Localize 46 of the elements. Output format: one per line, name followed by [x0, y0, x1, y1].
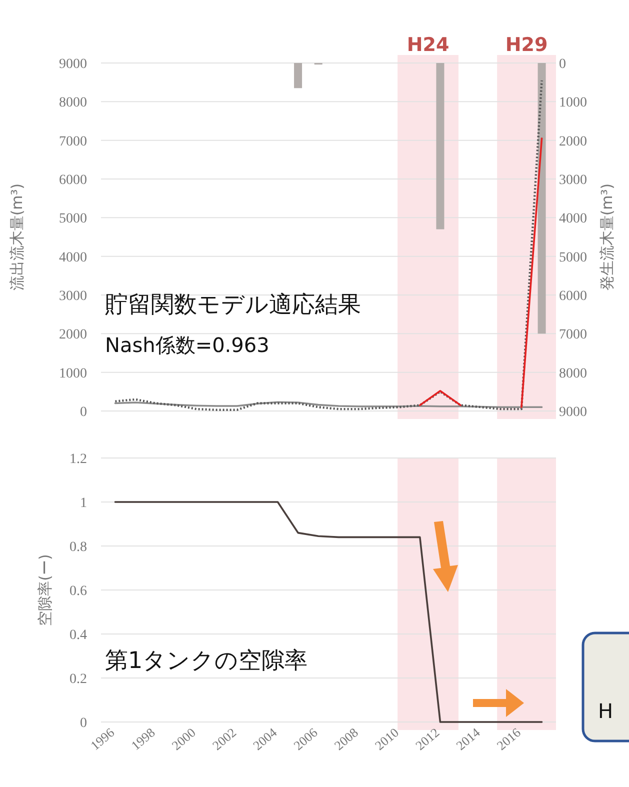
bar [294, 63, 302, 88]
y-tick-label: 7000 [59, 134, 87, 150]
y-tick-label: 0 [80, 716, 87, 731]
y-tick-label: 2000 [59, 328, 87, 343]
y-tick-label: 0.2 [70, 672, 87, 687]
y-tick-label: 4000 [59, 250, 87, 266]
y2-tick-label: 6000 [559, 289, 587, 304]
y-tick-label: 1 [80, 496, 87, 511]
y2-tick-label: 9000 [559, 405, 587, 420]
y2-tick-label: 0 [559, 57, 566, 72]
x-tick-label: 2010 [372, 724, 402, 754]
annotation: Nash係数=0.963 [105, 333, 270, 357]
y2-tick-label: 8000 [559, 366, 587, 382]
x-tick-label: 1998 [128, 724, 158, 754]
y-axis-title: 空隙率(ー) [36, 554, 54, 626]
annotation: 第1タンクの空隙率 [105, 648, 308, 674]
y-tick-label: 6000 [59, 173, 87, 188]
y2-tick-label: 2000 [559, 134, 587, 150]
x-tick-label: 2008 [331, 724, 361, 754]
y-tick-label: 1000 [59, 366, 87, 382]
y2-tick-label: 4000 [559, 212, 587, 227]
y-tick-label: 3000 [59, 289, 87, 304]
y-tick-label: 0 [80, 405, 87, 420]
y-tick-label: 1.2 [70, 452, 87, 467]
annotation: 貯留関数モデル適応結果 [105, 292, 361, 318]
y2-tick-label: 5000 [559, 250, 587, 266]
x-tick-label: 2000 [168, 724, 198, 754]
x-tick-label: 2012 [412, 724, 442, 754]
y-tick-label: 0.4 [70, 628, 87, 643]
text: H [598, 699, 614, 723]
y-tick-label: 8000 [59, 96, 87, 111]
bar [538, 63, 546, 334]
band-label: H29 [505, 34, 548, 56]
band-label: H24 [406, 34, 450, 56]
y2-axis-title: 発生流木量(m³) [598, 183, 616, 291]
y-axis-title: 流出流木量(m³) [8, 183, 26, 291]
x-tick-label: 1996 [88, 724, 118, 754]
bar [436, 63, 444, 230]
x-tick-label: 2002 [209, 724, 240, 754]
y2-tick-label: 1000 [559, 96, 587, 111]
y-tick-label: 5000 [59, 212, 87, 227]
y-tick-label: 9000 [59, 57, 87, 72]
y2-tick-label: 3000 [559, 173, 587, 188]
y2-tick-label: 7000 [559, 328, 587, 343]
y-tick-label: 0.8 [70, 540, 87, 555]
y-tick-label: 0.6 [70, 584, 87, 599]
